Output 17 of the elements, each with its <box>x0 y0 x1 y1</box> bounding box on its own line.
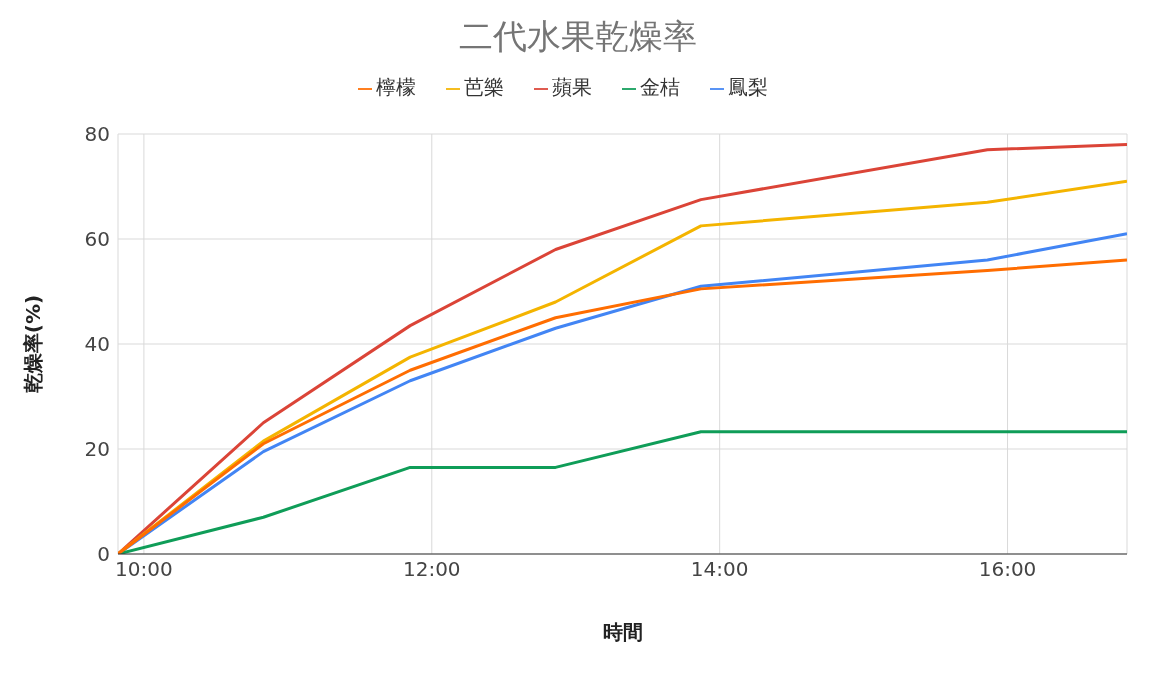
y-tick-label: 80 <box>84 122 110 147</box>
y-tick-label: 20 <box>84 437 110 462</box>
legend-label: 鳳梨 <box>727 75 768 99</box>
x-tick-label: 14:00 <box>690 557 749 582</box>
y-axis-title: 乾燥率(%) <box>21 294 46 394</box>
legend-label: 金桔 <box>639 75 680 99</box>
y-tick-label: 60 <box>84 227 110 252</box>
y-tick-label: 0 <box>97 542 110 567</box>
legend-label: 檸檬 <box>375 75 416 99</box>
x-tick-label: 12:00 <box>402 557 461 582</box>
legend-label: 蘋果 <box>551 75 592 99</box>
chart-title: 二代水果乾燥率 <box>457 15 698 58</box>
x-axis-title: 時間 <box>602 620 643 644</box>
x-tick-label: 10:00 <box>115 557 173 582</box>
y-tick-label: 40 <box>84 332 110 357</box>
legend-label: 芭樂 <box>463 75 504 99</box>
x-tick-label: 16:00 <box>978 557 1037 582</box>
